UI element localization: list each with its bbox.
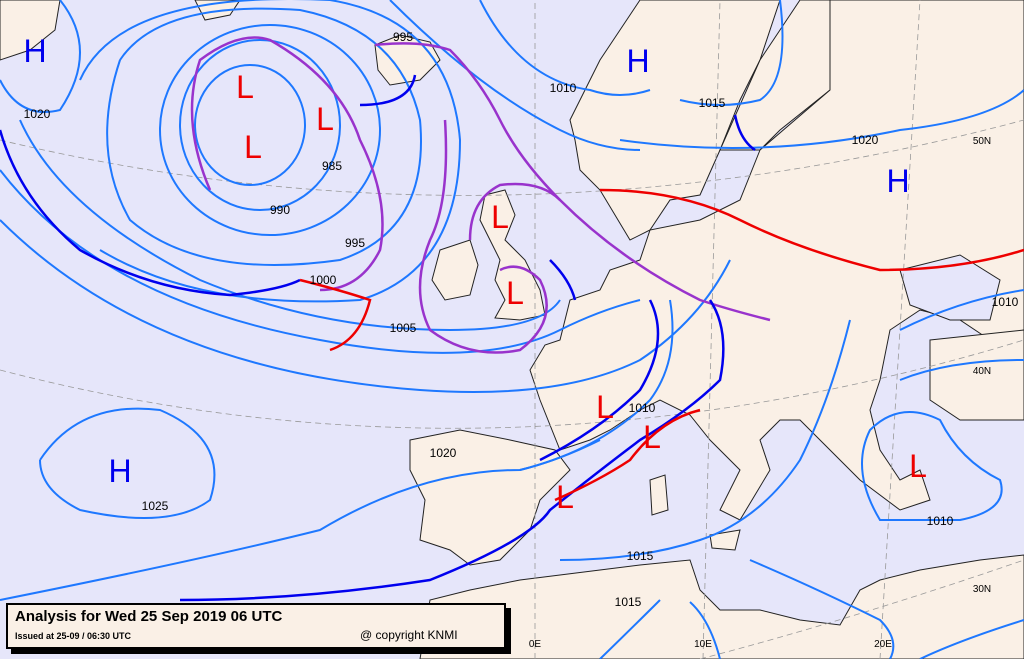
low-label: L (556, 479, 574, 515)
grid-labels: 50N 40N 30N 0E 10E 20E (529, 136, 991, 650)
longitude-label: 0E (529, 639, 542, 650)
turkey (929, 329, 1024, 421)
isobar-label: 1005 (390, 321, 417, 335)
pressure-centers: H H H H L L L L L L L L L (23, 33, 926, 515)
warm-front-east (599, 188, 1024, 272)
longitude-label: 10E (694, 639, 712, 650)
isobar-label: 1010 (550, 81, 577, 95)
cold-front-alps (539, 299, 660, 462)
latitude-label: 30N (973, 584, 991, 595)
low-label: L (491, 199, 509, 235)
isobar-label: 995 (345, 236, 365, 250)
high-label: H (626, 43, 649, 79)
low-label: L (244, 129, 262, 165)
analysis-title: Analysis for Wed 25 Sep 2019 06 UTC (15, 608, 283, 625)
isobar-label: 1000 (310, 273, 337, 287)
isobar-label: 1010 (629, 401, 656, 415)
isobar-label: 1020 (24, 107, 51, 121)
latitude-label: 40N (973, 366, 991, 377)
italy-sardinia (649, 474, 669, 516)
cold-front-uk (549, 259, 577, 301)
scandinavia (569, 0, 781, 241)
black-sea (899, 254, 1001, 321)
great-britain (479, 189, 546, 321)
cold-front-med (179, 299, 725, 602)
africa (419, 554, 1024, 659)
isobar-label: 1010 (927, 514, 954, 528)
issued-time: Issued at 25-09 / 06:30 UTC (15, 631, 132, 641)
low-label: L (643, 419, 661, 455)
low-label: L (506, 275, 524, 311)
high-label: H (108, 453, 131, 489)
cold-front-baltic (733, 114, 756, 152)
fronts (0, 36, 1024, 602)
copyright: @ copyright KNMI (360, 628, 458, 642)
isobar-label: 985 (322, 159, 342, 173)
isobar-label: 1015 (615, 595, 642, 609)
isobar-label: 1010 (992, 295, 1019, 309)
isobar-label: 995 (393, 30, 413, 44)
isobar-labels: 995 1010 1015 1020 1020 985 990 995 1000… (24, 30, 1019, 609)
isobar-label: 1025 (142, 499, 169, 513)
high-label: H (23, 33, 46, 69)
occluded-front-4 (468, 182, 561, 241)
cold-front-atlantic (0, 129, 301, 297)
longitude-label: 20E (874, 639, 892, 650)
high-label: H (886, 163, 909, 199)
low-label: L (236, 69, 254, 105)
occluded-front-3 (418, 119, 548, 354)
low-label: L (909, 448, 927, 484)
greenland (0, 0, 61, 61)
occluded-front-2 (374, 42, 771, 322)
warm-front-med (554, 408, 701, 502)
isobar-label: 1015 (627, 549, 654, 563)
occluded-front (190, 36, 384, 292)
isobar-label: 1020 (852, 133, 879, 147)
isobar-label: 990 (270, 203, 290, 217)
isobar-label: 1015 (699, 96, 726, 110)
sicily (709, 529, 741, 551)
low-label: L (316, 101, 334, 137)
warm-front-atl (299, 278, 372, 352)
isobar-label: 1020 (430, 446, 457, 460)
caption-box: Analysis for Wed 25 Sep 2019 06 UTC Issu… (6, 603, 506, 649)
latitude-label: 50N (973, 136, 991, 147)
low-label: L (596, 389, 614, 425)
cold-front-small (359, 74, 417, 107)
iberia (409, 429, 571, 566)
